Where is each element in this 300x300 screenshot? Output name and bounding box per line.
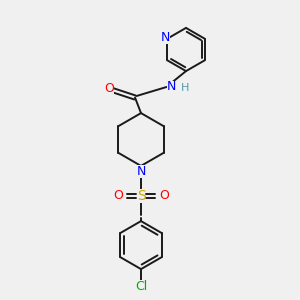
Text: O: O bbox=[105, 82, 114, 95]
Text: H: H bbox=[181, 83, 189, 93]
Text: N: N bbox=[161, 31, 170, 44]
Text: O: O bbox=[113, 189, 123, 203]
Text: N: N bbox=[136, 165, 146, 178]
Text: O: O bbox=[159, 189, 169, 203]
Text: N: N bbox=[167, 80, 177, 94]
Text: S: S bbox=[136, 189, 146, 203]
Text: Cl: Cl bbox=[135, 280, 147, 293]
